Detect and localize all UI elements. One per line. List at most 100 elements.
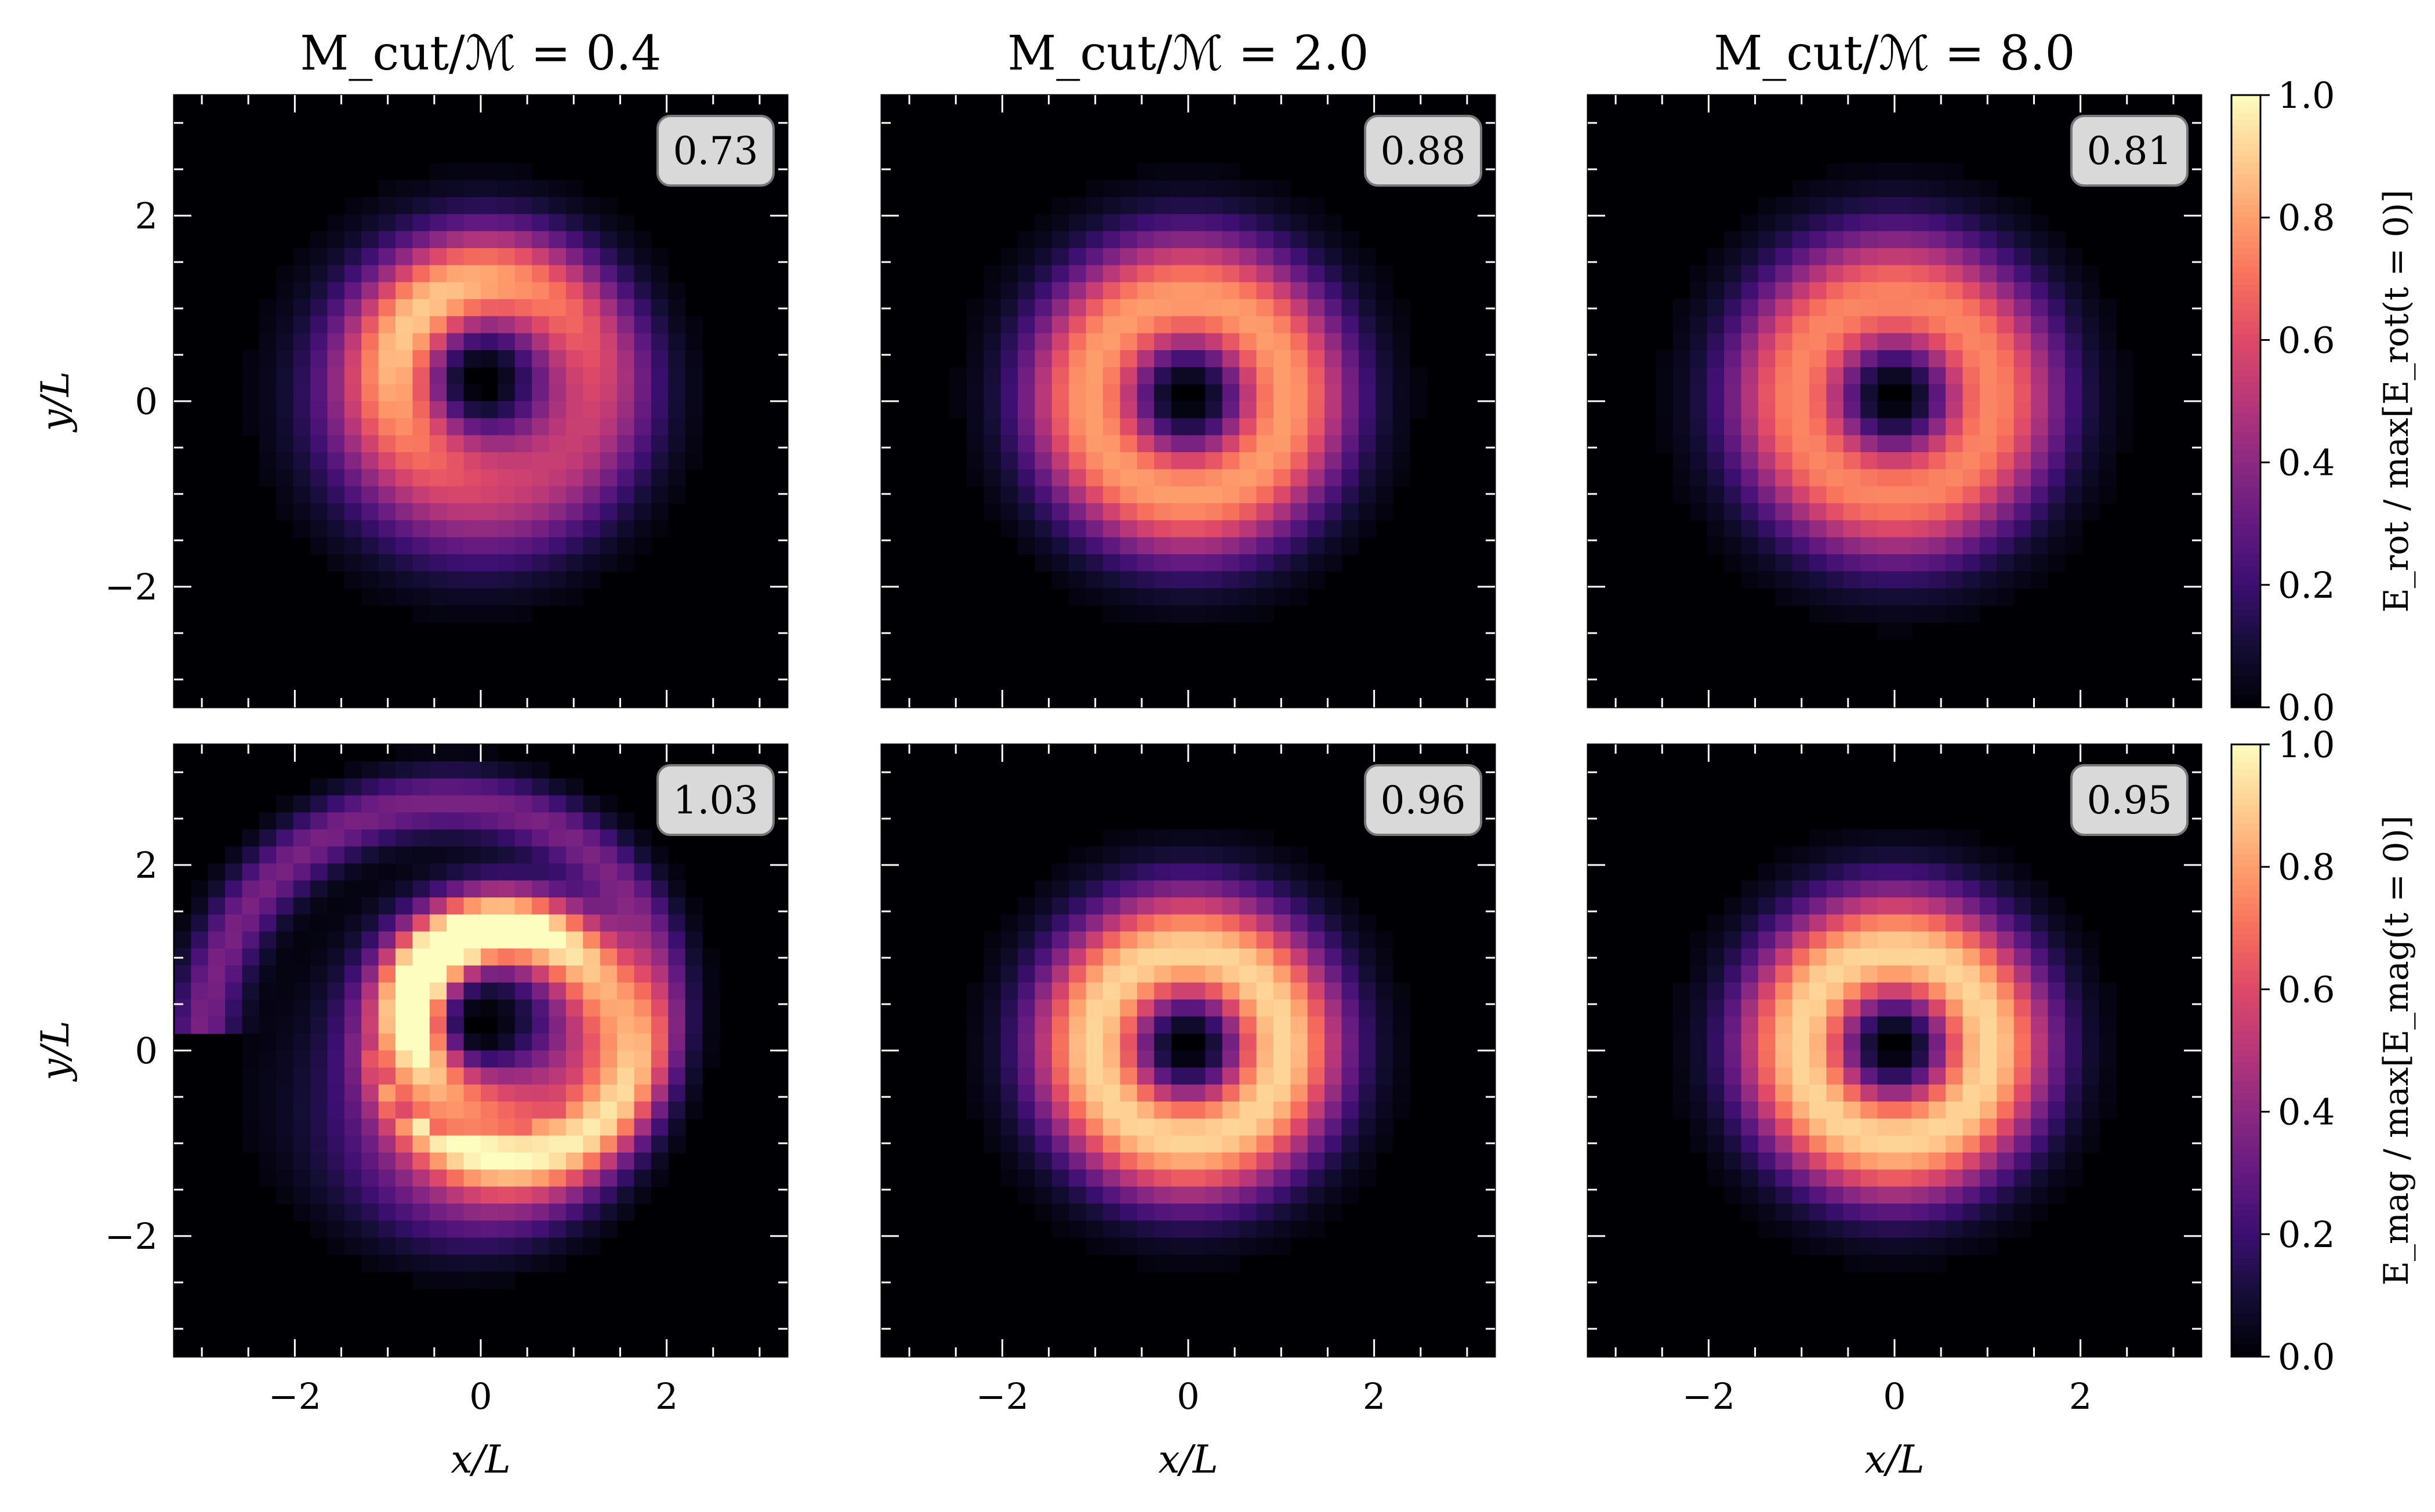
heatmap-cell <box>1222 1033 1240 1051</box>
heatmap-cell <box>1051 401 1069 419</box>
heatmap-cell <box>1895 1255 1912 1272</box>
heatmap-cell <box>1946 537 1964 555</box>
heatmap-cell <box>429 316 447 334</box>
heatmap-cell <box>1376 282 1393 300</box>
heatmap-cell <box>1069 520 1087 538</box>
heatmap-cell <box>1120 999 1138 1017</box>
heatmap-cell <box>532 1033 550 1051</box>
colorbar-segment <box>2231 119 2260 126</box>
heatmap-cell <box>1290 914 1308 932</box>
heatmap-cell <box>412 316 430 334</box>
heatmap-cell <box>685 931 703 949</box>
heatmap-cell <box>412 1153 430 1170</box>
heatmap-cell <box>1792 846 1810 864</box>
heatmap-cell <box>310 1186 328 1204</box>
heatmap-cell <box>498 931 516 949</box>
heatmap-cell <box>1724 948 1742 966</box>
heatmap-cell <box>1895 316 1912 334</box>
heatmap-cell <box>1928 897 1946 915</box>
heatmap-cell <box>685 897 703 915</box>
heatmap-cell <box>1035 931 1053 949</box>
heatmap-cell <box>1290 948 1308 966</box>
heatmap-cell <box>1086 1016 1104 1034</box>
heatmap-cell <box>1741 384 1759 402</box>
heatmap-cell <box>1672 1051 1690 1068</box>
heatmap-cell <box>242 1033 260 1051</box>
heatmap-cell <box>1120 384 1138 402</box>
colorbar-segment <box>2231 934 2260 941</box>
heatmap-cell <box>259 948 277 966</box>
heatmap-cell <box>276 1135 294 1153</box>
heatmap-cell <box>1962 1033 1980 1051</box>
heatmap-cell <box>532 384 550 402</box>
heatmap-cell <box>1724 965 1742 983</box>
heatmap-cell <box>1307 248 1325 266</box>
heatmap-cell <box>1324 999 1342 1017</box>
heatmap-cell <box>293 812 311 830</box>
heatmap-cell <box>549 384 567 402</box>
heatmap-cell <box>1376 452 1393 470</box>
heatmap-cell <box>481 914 498 932</box>
heatmap-cell <box>1843 1084 1861 1102</box>
heatmap-cell <box>498 605 516 623</box>
heatmap-cell <box>463 1051 481 1068</box>
heatmap-cell <box>1120 1135 1138 1153</box>
heatmap-cell <box>600 829 618 847</box>
heatmap-cell <box>498 1135 516 1153</box>
heatmap-cell <box>1035 1135 1053 1153</box>
heatmap-cell <box>378 1186 396 1204</box>
heatmap-cell <box>1035 982 1053 1000</box>
heatmap-cell <box>1205 486 1223 504</box>
heatmap-cell <box>1724 418 1742 436</box>
heatmap-cell <box>498 384 516 402</box>
heatmap-cell <box>583 965 601 983</box>
heatmap-cell <box>1809 1135 1827 1153</box>
heatmap-cell <box>1809 1102 1827 1119</box>
heatmap-cell <box>1895 1204 1912 1221</box>
heatmap-cell <box>1307 214 1325 232</box>
heatmap-cell <box>1086 1169 1104 1187</box>
heatmap-cell <box>1256 435 1274 453</box>
heatmap-cell <box>1979 1102 1997 1119</box>
heatmap-cell <box>276 299 294 317</box>
heatmap-cell <box>966 1033 984 1051</box>
colorbar-segment <box>2231 1271 2260 1278</box>
heatmap-cell <box>1928 452 1946 470</box>
colorbar-segment <box>2231 775 2260 782</box>
heatmap-cell <box>1120 897 1138 915</box>
heatmap-cell <box>1997 350 2015 368</box>
heatmap-cell <box>583 384 601 402</box>
heatmap-cell <box>2048 1135 2066 1153</box>
heatmap-cell <box>1877 418 1895 436</box>
heatmap-cell <box>1154 248 1172 266</box>
heatmap-cell <box>276 333 294 351</box>
heatmap-cell <box>327 265 345 283</box>
heatmap-cell <box>344 452 362 470</box>
heatmap-cell <box>361 965 379 983</box>
heatmap-cell <box>532 248 550 266</box>
heatmap-cell <box>1103 1118 1121 1136</box>
heatmap-cell <box>2064 1169 2082 1187</box>
heatmap-cell <box>668 333 686 351</box>
heatmap-cell <box>1086 435 1104 453</box>
heatmap-cell <box>1273 435 1291 453</box>
colorbar-tick-label: 0.8 <box>2278 846 2335 888</box>
heatmap-cell <box>1911 401 1929 419</box>
heatmap-cell <box>668 469 686 487</box>
heatmap-cell <box>1188 520 1206 538</box>
heatmap-cell <box>1707 1135 1725 1153</box>
heatmap-cell <box>1826 605 1844 623</box>
heatmap-cell <box>1962 282 1980 300</box>
heatmap-cell <box>1120 1237 1138 1255</box>
heatmap-cell <box>549 435 567 453</box>
colorbar-segment <box>2231 701 2260 708</box>
heatmap-cell <box>1758 554 1776 572</box>
y-tick-label: −2 <box>105 566 158 608</box>
heatmap-cell <box>565 503 583 521</box>
heatmap-cell <box>1103 503 1121 521</box>
colorbar-segment <box>2231 646 2260 653</box>
heatmap-cell <box>2048 350 2066 368</box>
heatmap-cell <box>378 537 396 555</box>
heatmap-cell <box>1324 520 1342 538</box>
heatmap-cell <box>1341 520 1359 538</box>
